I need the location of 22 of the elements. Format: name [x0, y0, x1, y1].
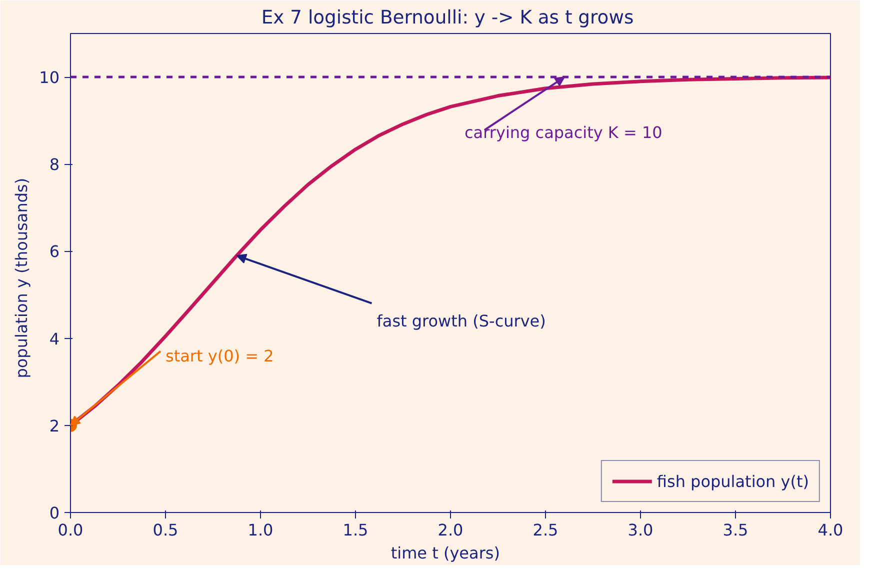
x-tick-label: 3.0	[628, 520, 654, 540]
x-tick-label: 0.0	[58, 520, 84, 540]
x-tick-label: 0.5	[152, 520, 178, 540]
legend-label: fish population y(t)	[656, 472, 809, 490]
x-axis-title: time t (years)	[390, 544, 500, 562]
x-tick-label: 3.5	[722, 520, 748, 540]
y-tick-label: 8	[49, 155, 60, 174]
x-tick-label: 2.5	[532, 520, 558, 540]
x-tick-label: 4.0	[818, 520, 844, 540]
y-axis-title: population y (thousands)	[12, 178, 32, 378]
chart-title: Ex 7 logistic Bernoulli: y -> K as t grows	[261, 8, 634, 28]
y-tick-label: 6	[49, 242, 60, 262]
x-tick-label: 2.0	[438, 520, 464, 540]
annotation: fast growth (S-curve)	[376, 312, 546, 331]
y-tick-label: 10	[39, 68, 60, 88]
y-tick-label: 2	[49, 416, 60, 436]
annotation: start y(0) = 2	[166, 346, 274, 366]
x-tick-label: 1.0	[248, 520, 274, 540]
y-tick-label: 0	[49, 504, 60, 522]
y-tick-label: 4	[49, 329, 60, 348]
annotation: carrying capacity K = 10	[464, 123, 662, 142]
x-tick-label: 1.5	[342, 520, 368, 540]
